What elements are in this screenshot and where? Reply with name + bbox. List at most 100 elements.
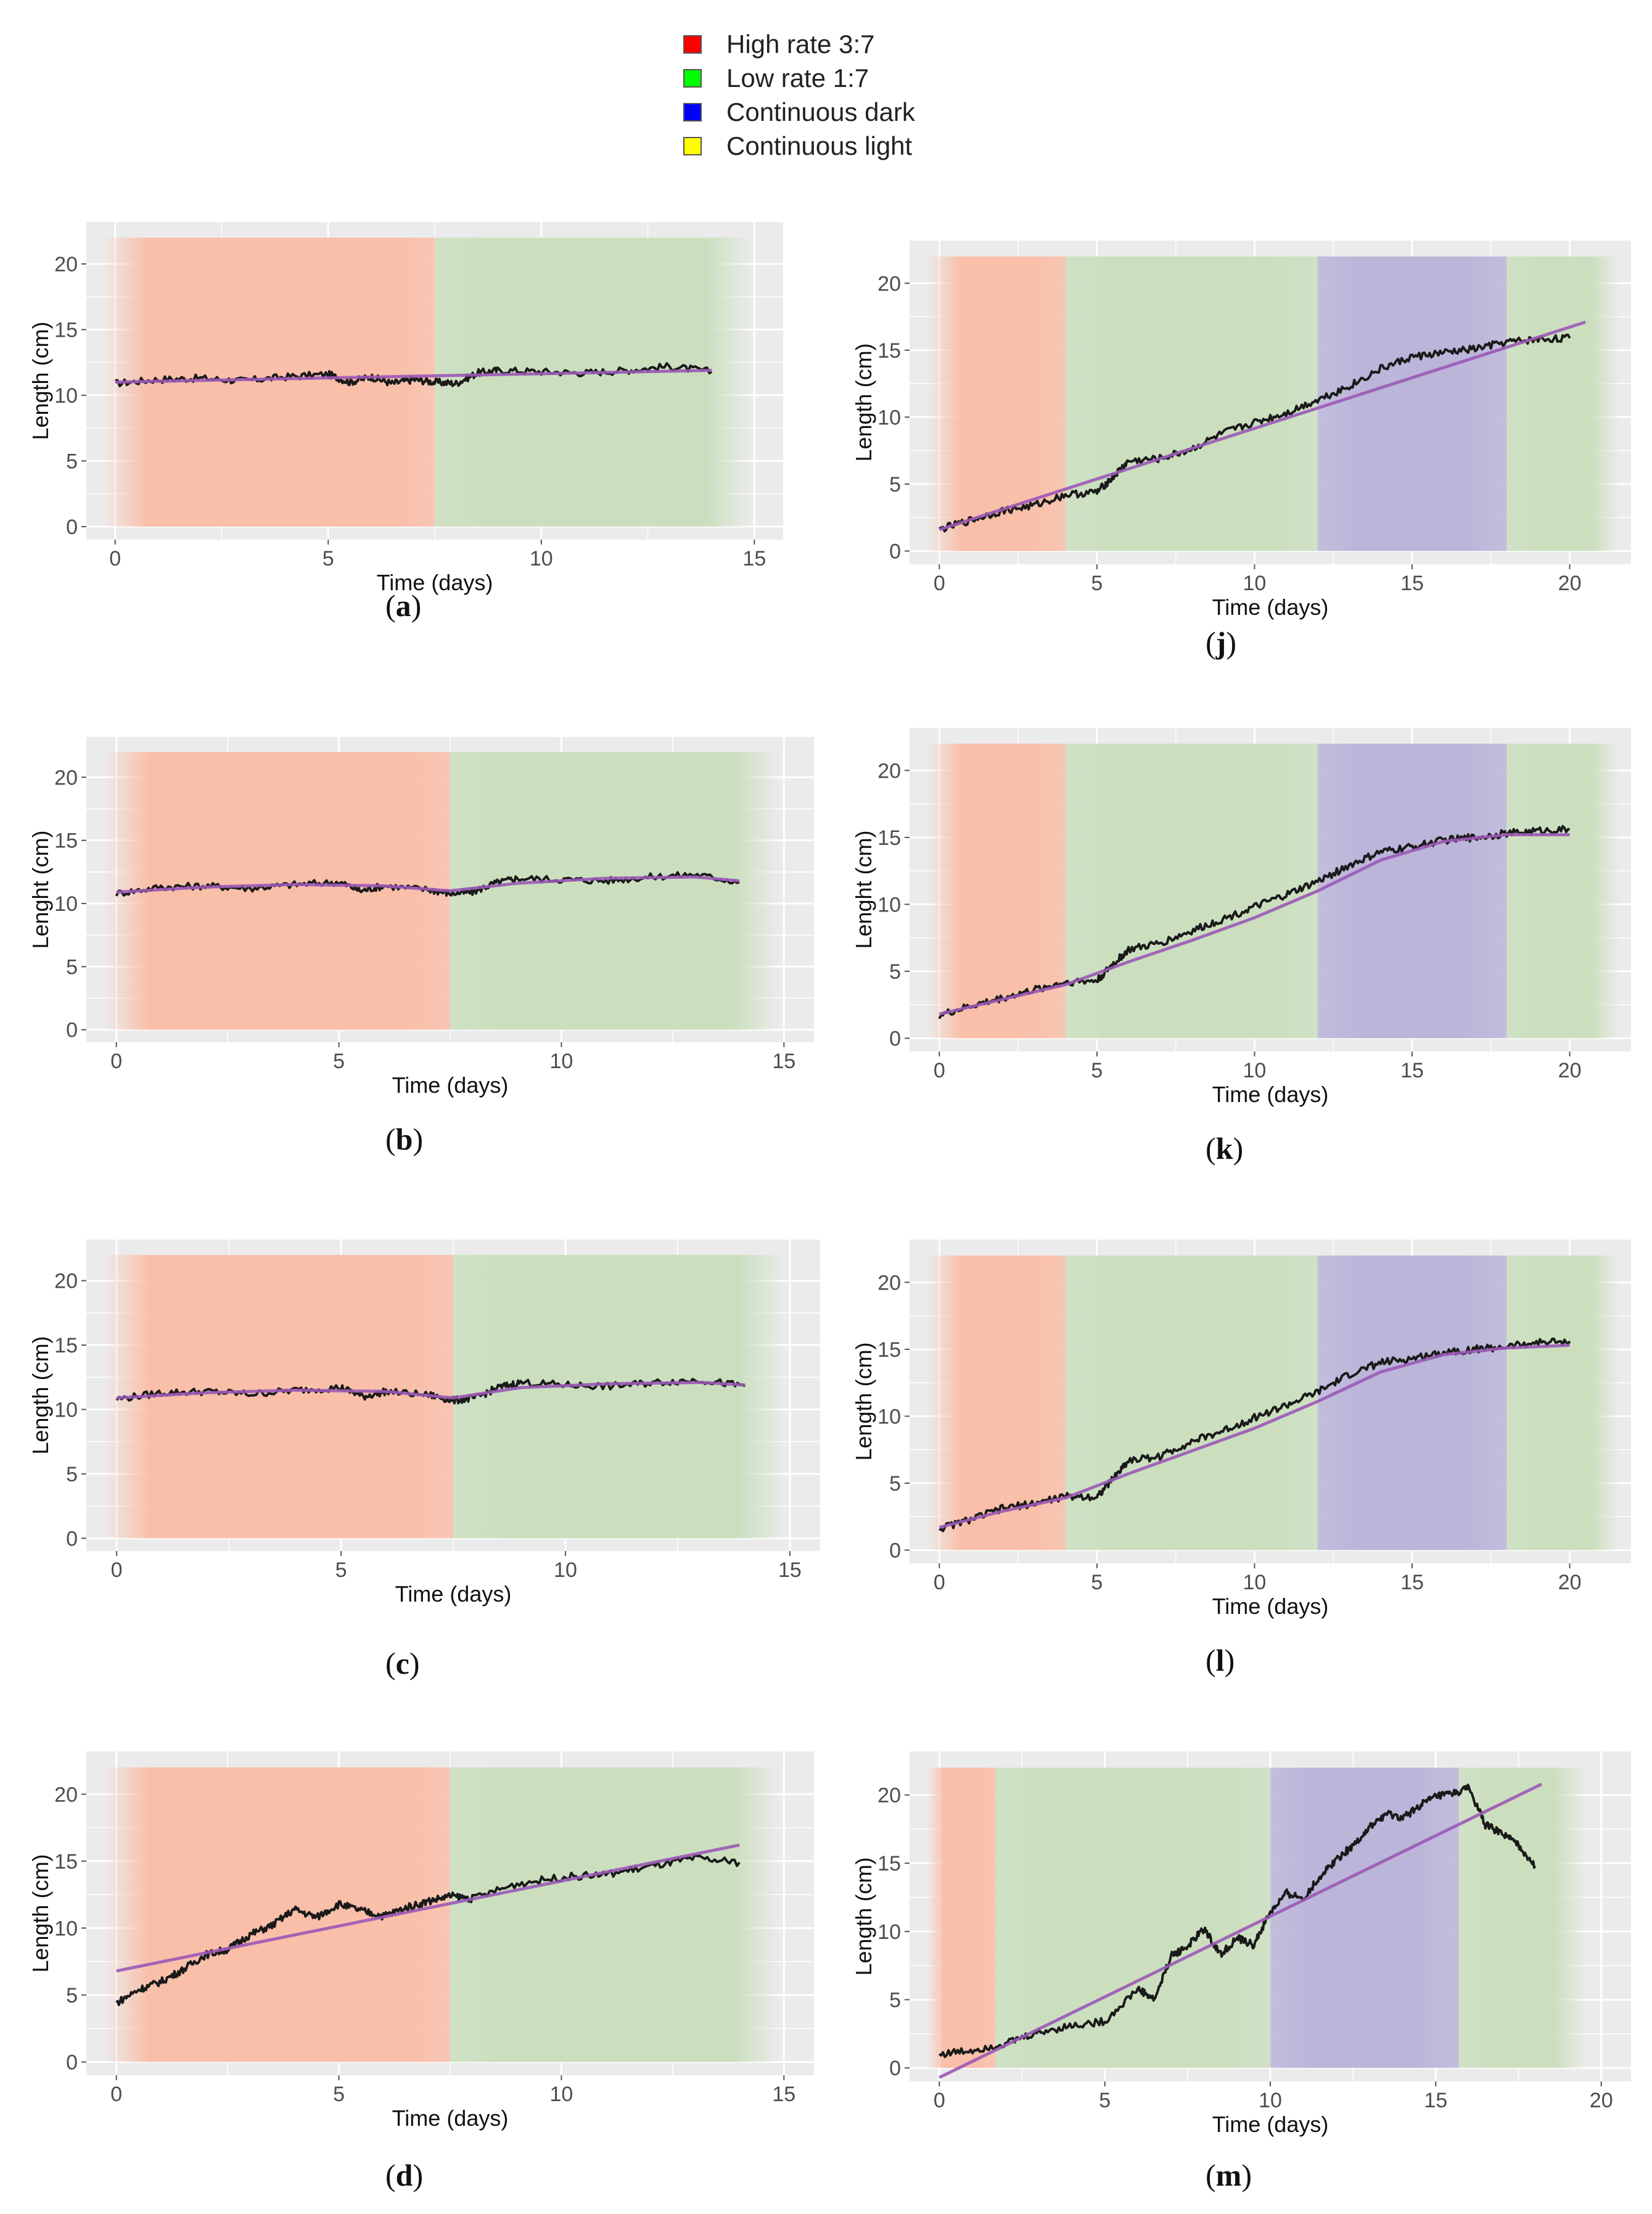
y-axis-label: Length (cm) — [851, 1857, 876, 1975]
panel-label-letter: c — [395, 1646, 409, 1681]
x-tick-label: 0 — [110, 2083, 122, 2106]
phase-band — [1458, 1767, 1587, 2068]
y-tick-label: 5 — [889, 1472, 901, 1496]
x-tick-label: 0 — [934, 2089, 945, 2112]
panel-label-open: ( — [385, 1646, 396, 1681]
phase-band — [1317, 256, 1507, 551]
fitted-series-line — [939, 833, 1570, 1016]
y-tick-label: 15 — [54, 1334, 78, 1357]
x-tick-label: 0 — [111, 1558, 123, 1582]
fitted-series-line — [116, 875, 740, 894]
y-tick-label: 20 — [877, 1784, 901, 1808]
legend-item: Continuous dark — [683, 95, 1004, 129]
y-axis-label: Lenght (cm) — [851, 830, 876, 949]
y-axis-label: Length (cm) — [851, 1342, 876, 1460]
x-tick-label: 0 — [934, 572, 945, 595]
panel-label-letter: d — [395, 2158, 413, 2192]
phase-band — [927, 743, 1066, 1039]
legend-item: Low rate 1:7 — [683, 61, 1004, 95]
x-axis-label: Time (days) — [377, 570, 493, 595]
x-tick-label: 10 — [550, 2083, 573, 2106]
panel-label-close: ) — [1226, 625, 1236, 660]
x-tick-label: 15 — [772, 1050, 795, 1073]
fitted-series-line — [939, 320, 1586, 532]
observed-series-line — [939, 334, 1571, 533]
x-axis-label: Time (days) — [395, 1581, 512, 1607]
y-tick-label: 5 — [889, 473, 901, 496]
x-axis-label: Time (days) — [392, 2105, 509, 2131]
y-tick-label: 20 — [54, 253, 78, 276]
y-axis-label: Length (cm) — [851, 343, 876, 461]
x-tick-label: 5 — [1099, 2089, 1111, 2112]
fitted-series-line — [116, 1843, 740, 1973]
x-axis-label: Time (days) — [1212, 2112, 1329, 2137]
legend-label: Low rate 1:7 — [726, 63, 869, 93]
panel-label-d: (d) — [385, 2157, 423, 2193]
y-tick-label: 10 — [877, 1920, 901, 1944]
y-tick-label: 10 — [54, 892, 78, 916]
x-tick-label: 10 — [1243, 572, 1267, 595]
x-tick-label: 10 — [1243, 1059, 1267, 1082]
x-tick-label: 5 — [1091, 1571, 1103, 1594]
fitted-series-line — [116, 1381, 746, 1400]
observed-series-line — [115, 1853, 741, 2006]
x-tick-label: 15 — [772, 2083, 795, 2106]
y-tick-label: 20 — [54, 1270, 78, 1293]
y-tick-label: 15 — [54, 318, 78, 342]
y-tick-label: 5 — [66, 1984, 78, 2007]
y-tick-label: 10 — [877, 893, 901, 916]
x-tick-label: 10 — [1259, 2089, 1282, 2112]
panel-label-close: ) — [1233, 1131, 1244, 1166]
x-tick-label: 0 — [110, 1050, 122, 1073]
x-tick-label: 5 — [323, 547, 334, 570]
x-tick-label: 15 — [1424, 2089, 1447, 2112]
y-tick-label: 5 — [889, 1988, 901, 2012]
panel-label-letter: k — [1215, 1131, 1233, 1166]
y-tick-label: 15 — [877, 1852, 901, 1875]
x-tick-label: 20 — [1558, 1059, 1582, 1082]
x-tick-label: 15 — [1400, 572, 1424, 595]
panel-label-l: (l) — [1206, 1642, 1235, 1678]
legend-swatch — [683, 136, 702, 155]
y-tick-label: 10 — [877, 406, 901, 429]
x-tick-label: 10 — [1243, 1571, 1267, 1594]
x-tick-label: 15 — [742, 547, 766, 570]
chart-panel-a: 0 5 10 15 20 0 5 10 15 Time (days) Length (cm) — [28, 222, 783, 595]
phase-band — [450, 752, 781, 1030]
phase-band — [435, 237, 752, 527]
x-axis-label: Time (days) — [1212, 1082, 1329, 1107]
legend-swatch — [683, 102, 702, 121]
phase-band — [1065, 256, 1318, 551]
x-tick-label: 0 — [109, 547, 121, 570]
phase-band — [995, 1767, 1270, 2068]
panel-label-letter: j — [1215, 625, 1227, 660]
legend-label: High rate 3:7 — [726, 29, 875, 59]
phase-band — [1317, 743, 1507, 1039]
x-tick-label: 5 — [1091, 572, 1103, 595]
x-tick-label: 10 — [550, 1050, 573, 1073]
panel-label-c: (c) — [385, 1645, 420, 1681]
x-axis-label: Time (days) — [1212, 595, 1329, 620]
panel-label-letter: l — [1215, 1643, 1225, 1677]
x-tick-label: 20 — [1590, 2089, 1613, 2112]
chart-panel-l: 0 5 10 15 20 0 5 10 15 20 Time (days) Length (cm) — [851, 1240, 1631, 1619]
y-tick-label: 10 — [54, 384, 78, 408]
y-tick-label: 0 — [66, 1527, 78, 1550]
panel-label-close: ) — [1224, 1643, 1235, 1677]
panel-label-j: (j) — [1206, 625, 1236, 660]
x-tick-label: 5 — [335, 1558, 347, 1582]
panel-label-letter: a — [395, 588, 411, 623]
x-tick-label: 20 — [1558, 1571, 1582, 1594]
panel-label-open: ( — [1206, 1131, 1216, 1166]
y-tick-label: 5 — [889, 960, 901, 984]
phase-band — [927, 1767, 996, 2068]
panel-label-open: ( — [1206, 625, 1216, 660]
fitted-series-line — [115, 369, 712, 384]
y-tick-label: 10 — [54, 1917, 78, 1940]
panel-label-k: (k) — [1206, 1130, 1243, 1166]
y-tick-label: 20 — [877, 1271, 901, 1294]
chart-panel-c: 0 5 10 15 20 0 5 10 15 Time (days) Length (cm) — [28, 1240, 820, 1607]
observed-series-line — [939, 1784, 1537, 2059]
x-tick-label: 10 — [554, 1558, 577, 1582]
y-tick-label: 15 — [877, 1338, 901, 1362]
